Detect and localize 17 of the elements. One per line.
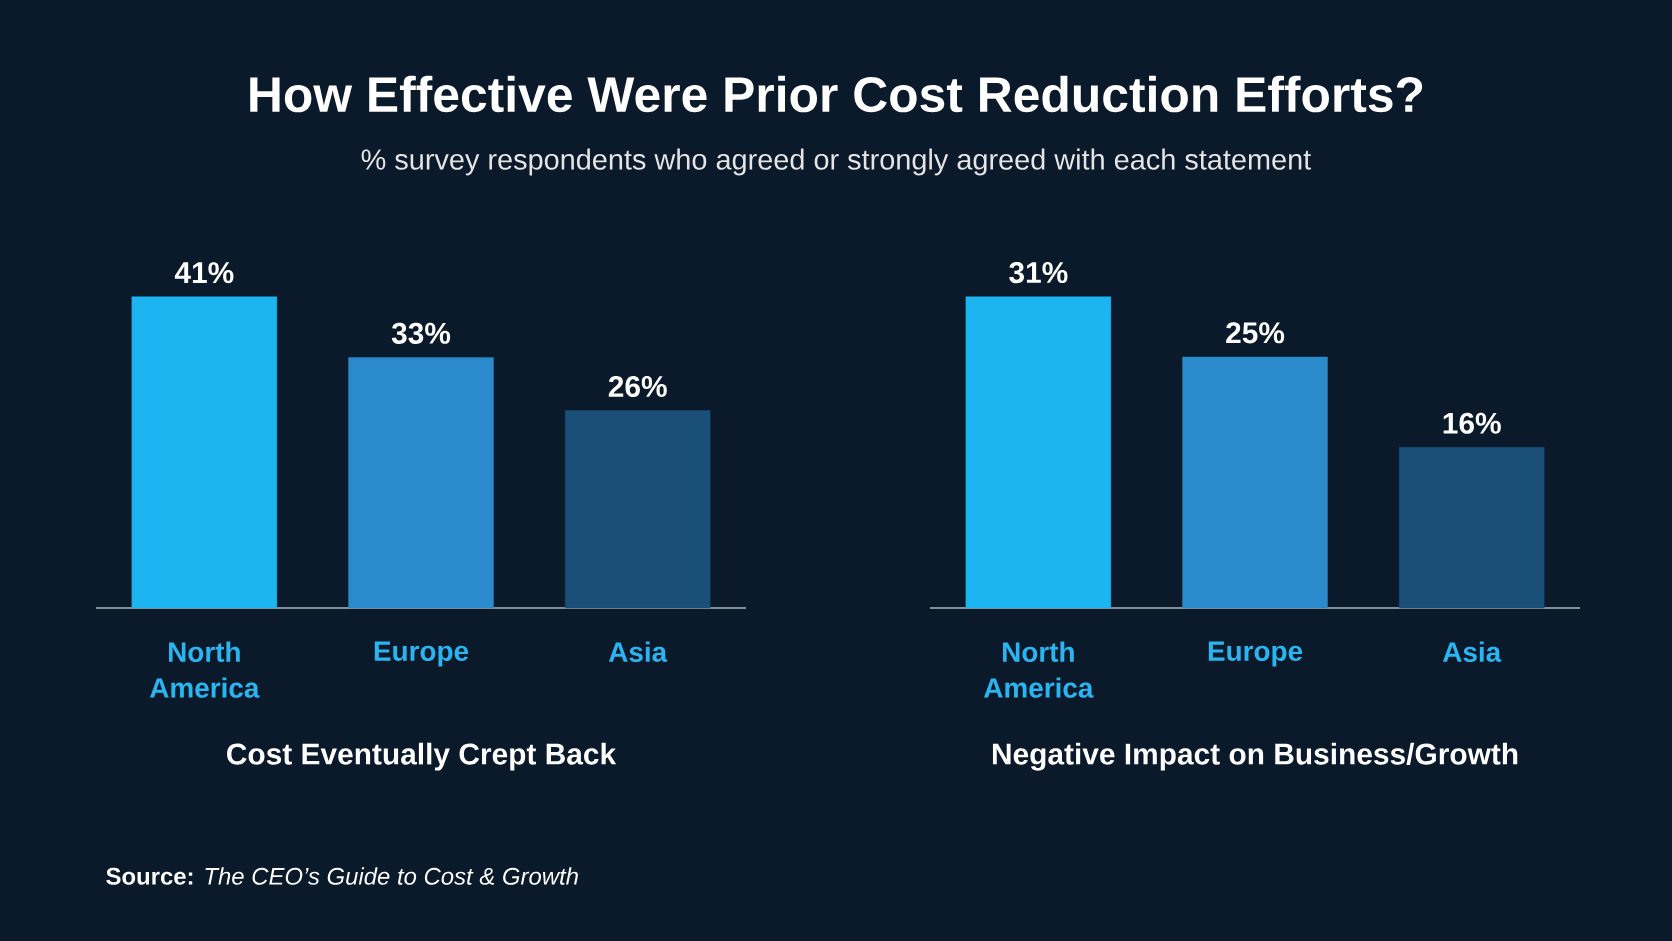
text: Source: The CEO’s Guide to Cost & Growth (106, 867, 578, 885)
data-label: 41% (174, 262, 234, 284)
x-axis-title: Cost Eventually Crept Back (227, 742, 617, 771)
data-label: 25% (1226, 322, 1285, 344)
x-tick-label: Europe (374, 641, 469, 667)
x-tick-label: North America (149, 641, 260, 698)
x-tick-label: Asia (608, 641, 668, 662)
data-label: 31% (1009, 261, 1068, 284)
x-axis-title: Negative Impact on Business/Growth (992, 742, 1518, 771)
data-label: 33% (391, 322, 451, 344)
x-tick-label: Europe (1208, 641, 1303, 667)
x-tick-label: North America (984, 641, 1094, 698)
x-tick-label: Asia (1442, 641, 1502, 662)
chart-title: How Effective Were Prior Cost Reduction Efforts? (250, 75, 1423, 113)
data-label: 26% (608, 375, 667, 398)
data-label: 16% (1443, 412, 1501, 434)
text: % survey respondents who agreed or strongly agreed with each statement (361, 148, 1312, 176)
